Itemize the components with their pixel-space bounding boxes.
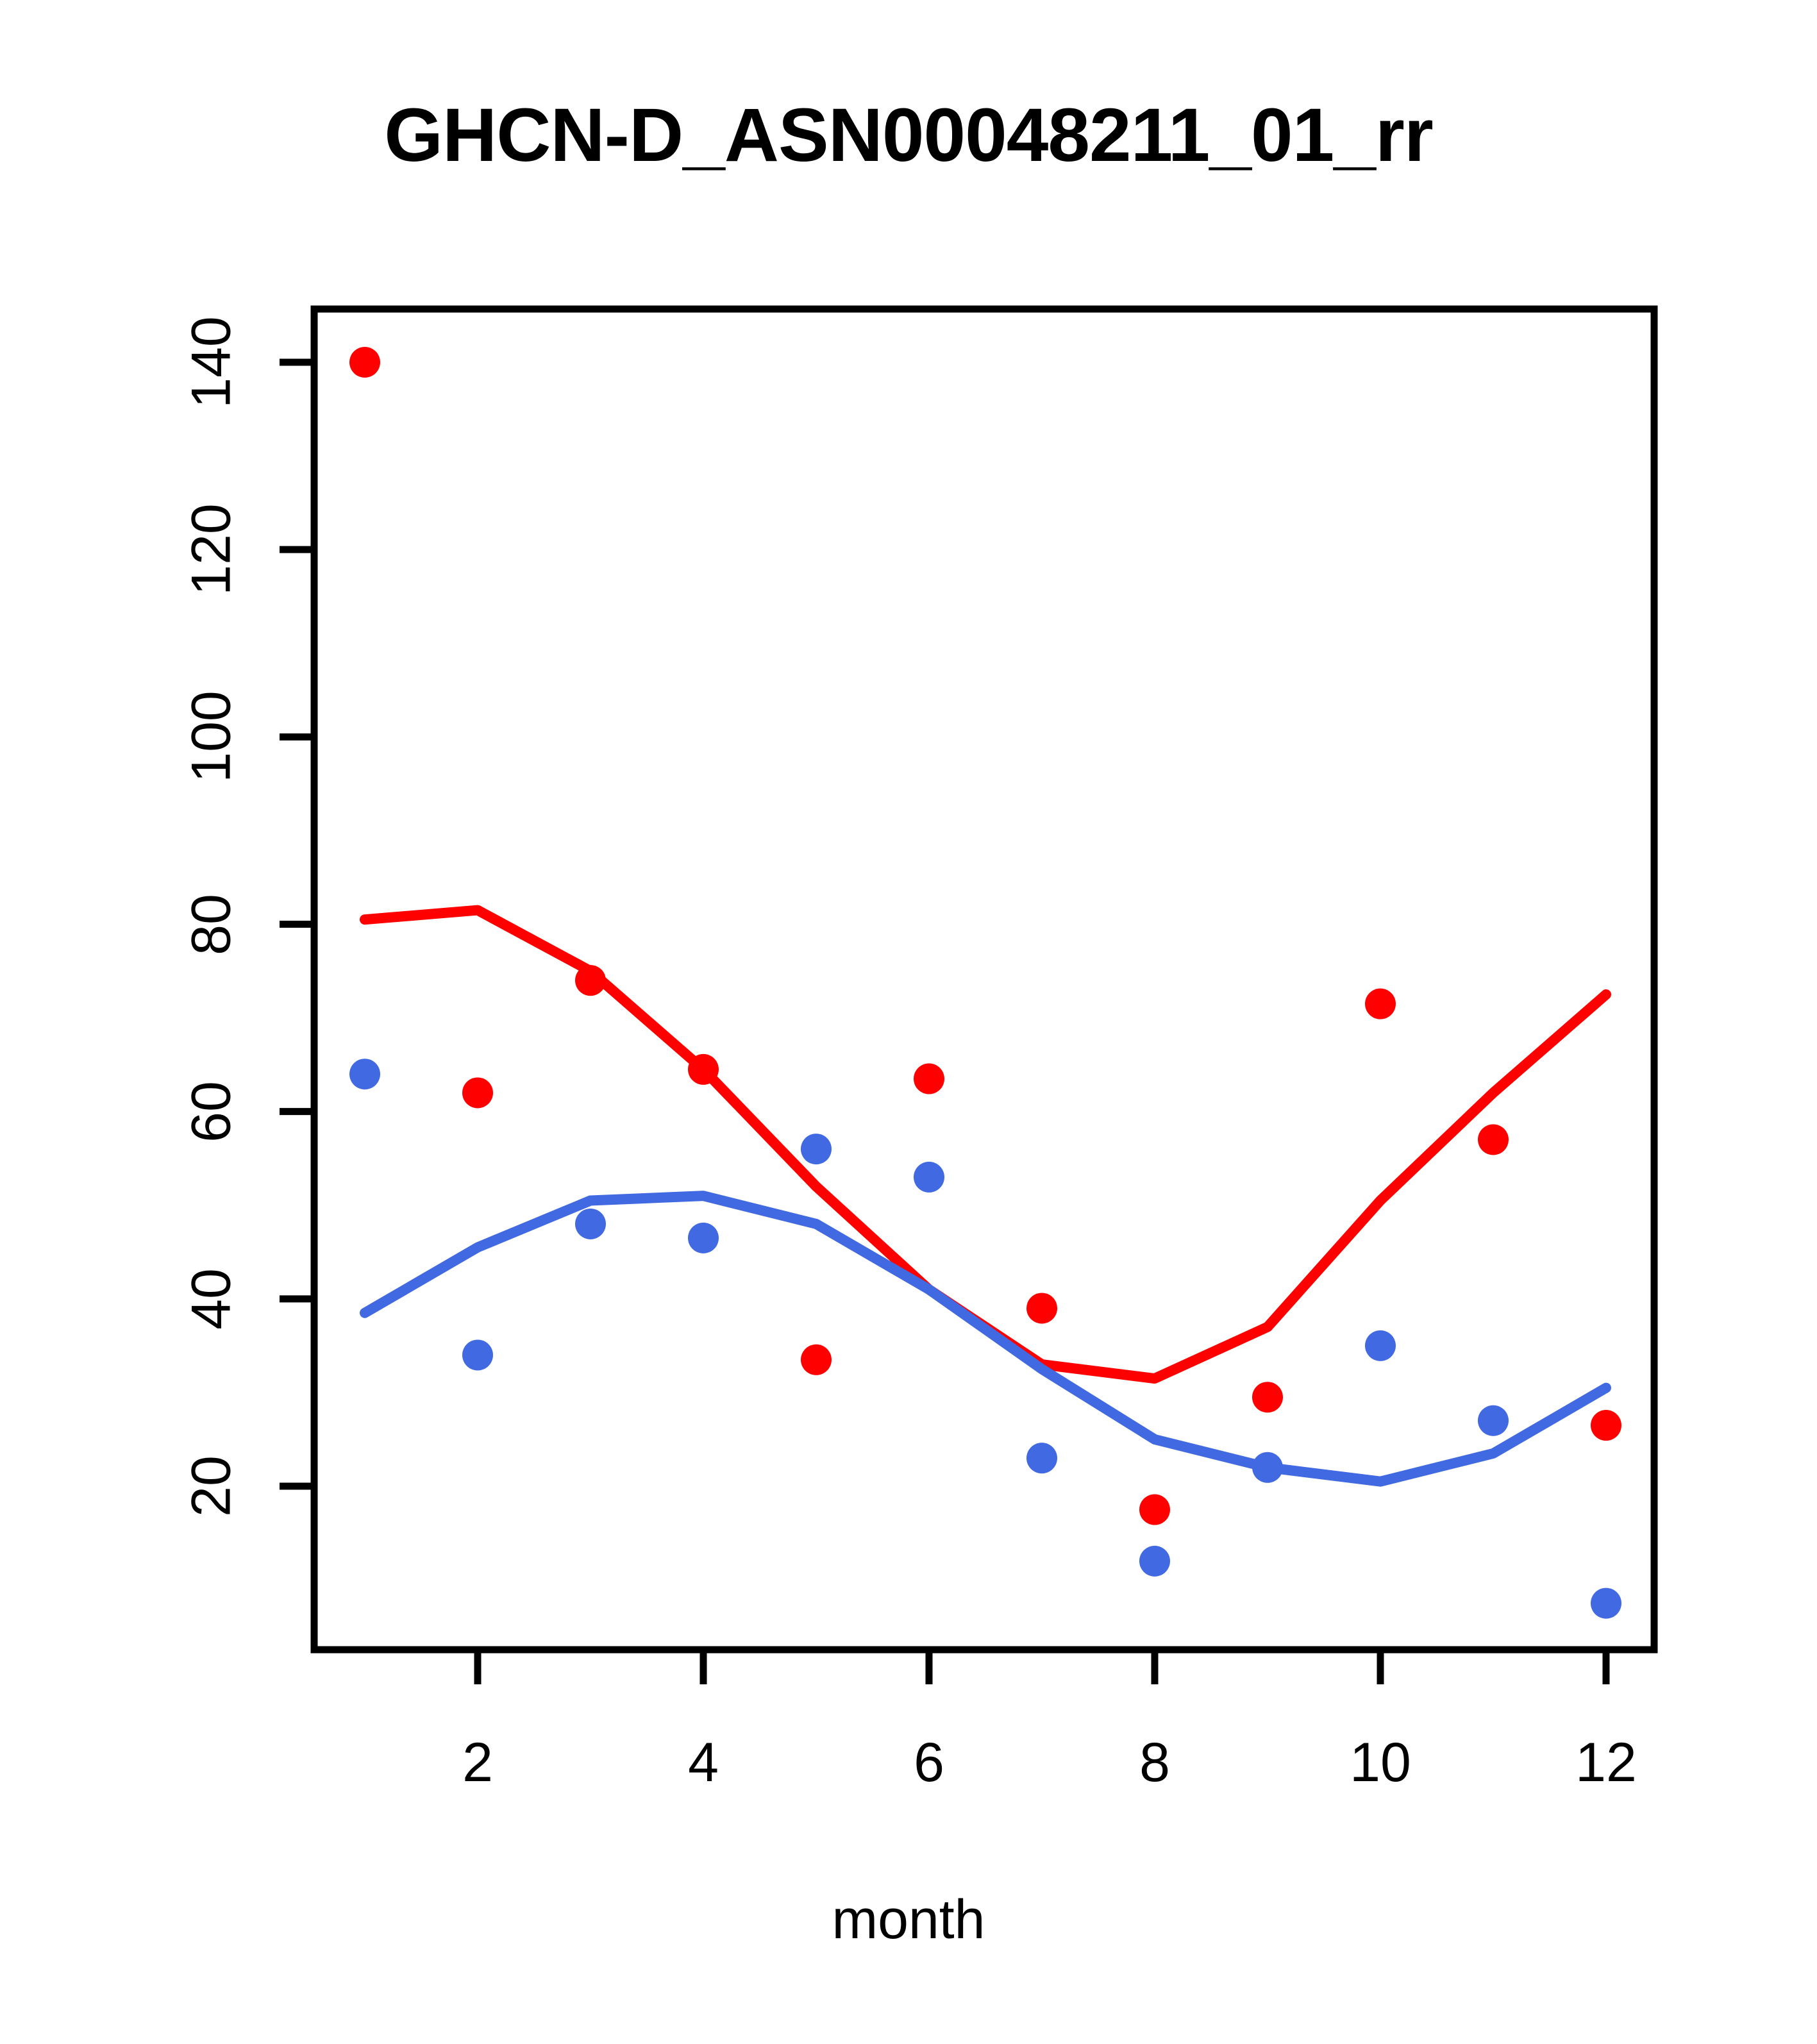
data-point-red-points — [575, 965, 606, 996]
x-tick-label: 6 — [914, 1732, 944, 1793]
data-point-red-points — [1591, 1410, 1621, 1441]
trend-line-blue-trend — [360, 1191, 1611, 1487]
plot-border — [310, 305, 1658, 1654]
y-tick-label: 100 — [180, 691, 242, 783]
data-point-blue-points — [1026, 1443, 1057, 1474]
data-point-blue-points — [914, 1161, 944, 1193]
y-tick-label: 80 — [180, 893, 242, 955]
data-point-blue-points — [688, 1222, 719, 1253]
data-point-blue-points — [801, 1134, 832, 1165]
data-point-red-points — [1365, 988, 1396, 1019]
plot-frame — [310, 305, 1658, 1654]
y-tick-label: 140 — [180, 316, 242, 408]
trend-lines-group — [360, 905, 1611, 1487]
y-tick-label: 60 — [180, 1080, 242, 1143]
trend-line-red-trend — [360, 905, 1611, 1384]
data-point-red-points — [914, 1063, 944, 1094]
x-tick-label: 2 — [462, 1732, 493, 1793]
x-tick-label: 8 — [1139, 1732, 1170, 1793]
data-point-red-points — [1478, 1124, 1509, 1155]
data-point-blue-points — [1252, 1452, 1283, 1483]
data-point-blue-points — [575, 1208, 606, 1239]
x-tick-label: 12 — [1575, 1732, 1637, 1793]
data-point-red-points — [349, 347, 380, 378]
y-axis-ticks — [280, 358, 314, 1490]
data-point-blue-points — [462, 1339, 493, 1371]
y-tick-label: 20 — [180, 1455, 242, 1517]
data-points-group — [349, 347, 1621, 1619]
page-title: GHCN-D_ASN00048211_01_rr — [384, 93, 1434, 178]
data-point-blue-points — [1365, 1330, 1396, 1361]
x-tick-label: 4 — [688, 1732, 719, 1793]
data-point-blue-points — [1478, 1405, 1509, 1436]
data-point-red-points — [462, 1077, 493, 1109]
data-point-red-points — [1139, 1494, 1170, 1525]
data-point-red-points — [801, 1344, 832, 1375]
y-tick-label: 120 — [180, 503, 242, 596]
data-point-red-points — [1026, 1293, 1057, 1324]
x-axis-ticks — [474, 1650, 1610, 1684]
data-point-red-points — [688, 1053, 719, 1085]
data-point-blue-points — [1139, 1545, 1170, 1577]
x-axis-title: month — [832, 1889, 985, 1950]
data-point-blue-points — [1591, 1587, 1621, 1619]
data-point-red-points — [1252, 1382, 1283, 1413]
data-point-blue-points — [349, 1059, 380, 1090]
y-tick-label: 40 — [180, 1268, 242, 1330]
x-tick-label: 10 — [1350, 1732, 1411, 1793]
